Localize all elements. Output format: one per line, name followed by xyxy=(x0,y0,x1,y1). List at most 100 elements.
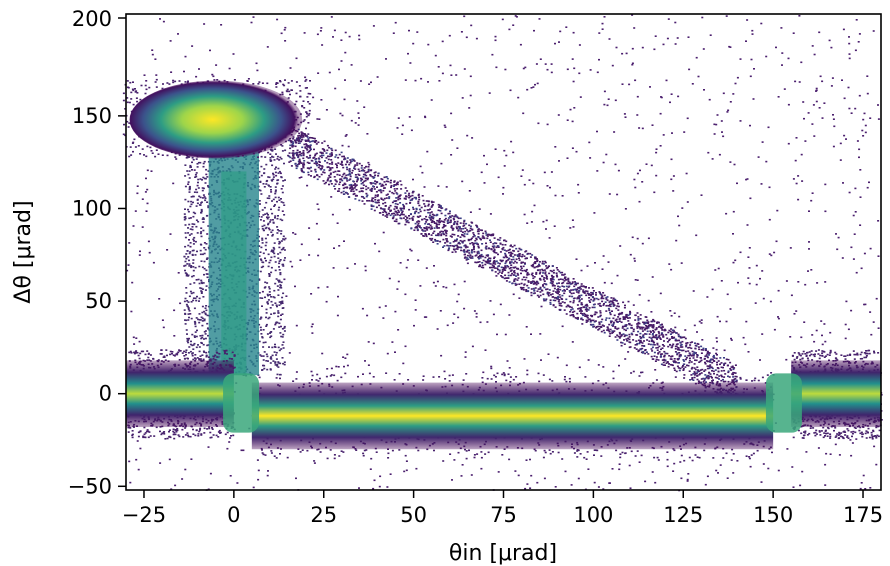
diagonal-point xyxy=(497,262,500,264)
scatter-point xyxy=(278,262,281,265)
diagonal-point xyxy=(467,230,470,233)
scatter-point xyxy=(201,334,204,337)
diagonal-point xyxy=(360,195,363,198)
diagonal-point xyxy=(300,133,303,135)
diagonal-point xyxy=(289,147,292,150)
noise-dot xyxy=(565,313,568,315)
noise-dot xyxy=(280,188,283,190)
diagonal-point xyxy=(735,375,738,378)
diagonal-point xyxy=(660,326,663,329)
diagonal-point xyxy=(348,184,351,186)
diagonal-point xyxy=(700,352,703,354)
noise-dot xyxy=(762,297,765,300)
noise-dot xyxy=(607,98,610,100)
diagonal-point xyxy=(476,230,479,233)
diagonal-point xyxy=(408,217,411,220)
diagonal-point xyxy=(365,174,368,177)
diagonal-point xyxy=(661,347,664,349)
noise-dot xyxy=(469,94,472,97)
diagonal-point xyxy=(655,327,658,329)
noise-dot xyxy=(801,470,804,473)
diagonal-point xyxy=(310,159,313,162)
diagonal-point xyxy=(331,149,334,152)
scatter-point xyxy=(264,237,267,240)
diagonal-point xyxy=(417,212,420,214)
scatter-point xyxy=(193,282,196,284)
diagonal-point xyxy=(663,355,666,358)
scatter-point xyxy=(276,363,279,366)
diagonal-point xyxy=(578,310,581,312)
diagonal-point xyxy=(673,358,676,360)
diagonal-point xyxy=(438,227,440,229)
noise-dot xyxy=(343,240,345,242)
noise-dot xyxy=(786,448,789,450)
noise-dot xyxy=(669,101,671,104)
diagonal-point xyxy=(452,223,455,226)
diagonal-point xyxy=(463,233,466,235)
diagonal-point xyxy=(700,372,703,374)
noise-dot xyxy=(232,53,235,55)
scatter-point xyxy=(187,352,190,354)
diagonal-point xyxy=(343,182,346,185)
diagonal-point xyxy=(536,260,538,263)
noise-dot xyxy=(557,114,560,116)
noise-dot xyxy=(410,249,413,252)
scatter-point xyxy=(189,283,192,285)
diagonal-point xyxy=(678,357,680,360)
diagonal-point xyxy=(353,165,356,168)
diagonal-point xyxy=(595,292,597,294)
diagonal-point xyxy=(567,280,570,283)
diagonal-point xyxy=(600,296,603,299)
scatter-point xyxy=(199,287,202,289)
noise-dot xyxy=(432,281,435,284)
scatter-point xyxy=(202,218,205,220)
noise-dot xyxy=(372,25,375,27)
noise-dot xyxy=(343,158,346,161)
noise-dot xyxy=(449,64,452,67)
diagonal-point xyxy=(578,296,581,298)
noise-dot xyxy=(526,483,529,485)
diagonal-point xyxy=(442,223,445,226)
noise-dot xyxy=(680,262,683,264)
diagonal-point xyxy=(711,370,713,372)
diagonal-point xyxy=(429,214,431,216)
diagonal-point xyxy=(572,301,575,304)
noise-dot xyxy=(572,226,575,228)
noise-dot xyxy=(136,192,139,195)
noise-dot xyxy=(319,30,322,32)
scatter-point xyxy=(282,307,285,309)
noise-dot xyxy=(299,259,302,261)
noise-dot xyxy=(824,281,827,283)
diagonal-point xyxy=(535,271,538,274)
noise-dot xyxy=(519,43,522,46)
scatter-point xyxy=(202,194,205,196)
noise-dot xyxy=(844,323,847,326)
noise-dot xyxy=(627,351,630,353)
diagonal-point xyxy=(321,154,323,157)
noise-dot xyxy=(549,186,551,189)
diagonal-point xyxy=(456,222,459,225)
diagonal-point xyxy=(358,170,361,172)
diagonal-point xyxy=(481,235,484,237)
noise-dot xyxy=(480,467,483,470)
noise-dot xyxy=(797,198,800,201)
scatter-point xyxy=(282,201,285,204)
diagonal-point xyxy=(497,265,500,268)
diagonal-point xyxy=(436,219,439,222)
scatter-point xyxy=(198,313,201,315)
noise-dot xyxy=(638,461,641,463)
scatter-point xyxy=(184,269,186,272)
noise-dot xyxy=(621,83,624,85)
noise-dot xyxy=(578,366,581,369)
noise-dot xyxy=(128,242,131,244)
noise-dot xyxy=(424,115,426,118)
diagonal-point xyxy=(542,284,544,286)
noise-dot xyxy=(503,149,506,152)
scatter-point xyxy=(186,250,189,252)
diagonal-point xyxy=(433,214,436,216)
noise-dot xyxy=(565,364,568,367)
diagonal-point xyxy=(586,290,589,293)
scatter-point xyxy=(194,266,197,269)
diagonal-point xyxy=(479,257,482,259)
noise-dot xyxy=(607,261,610,263)
